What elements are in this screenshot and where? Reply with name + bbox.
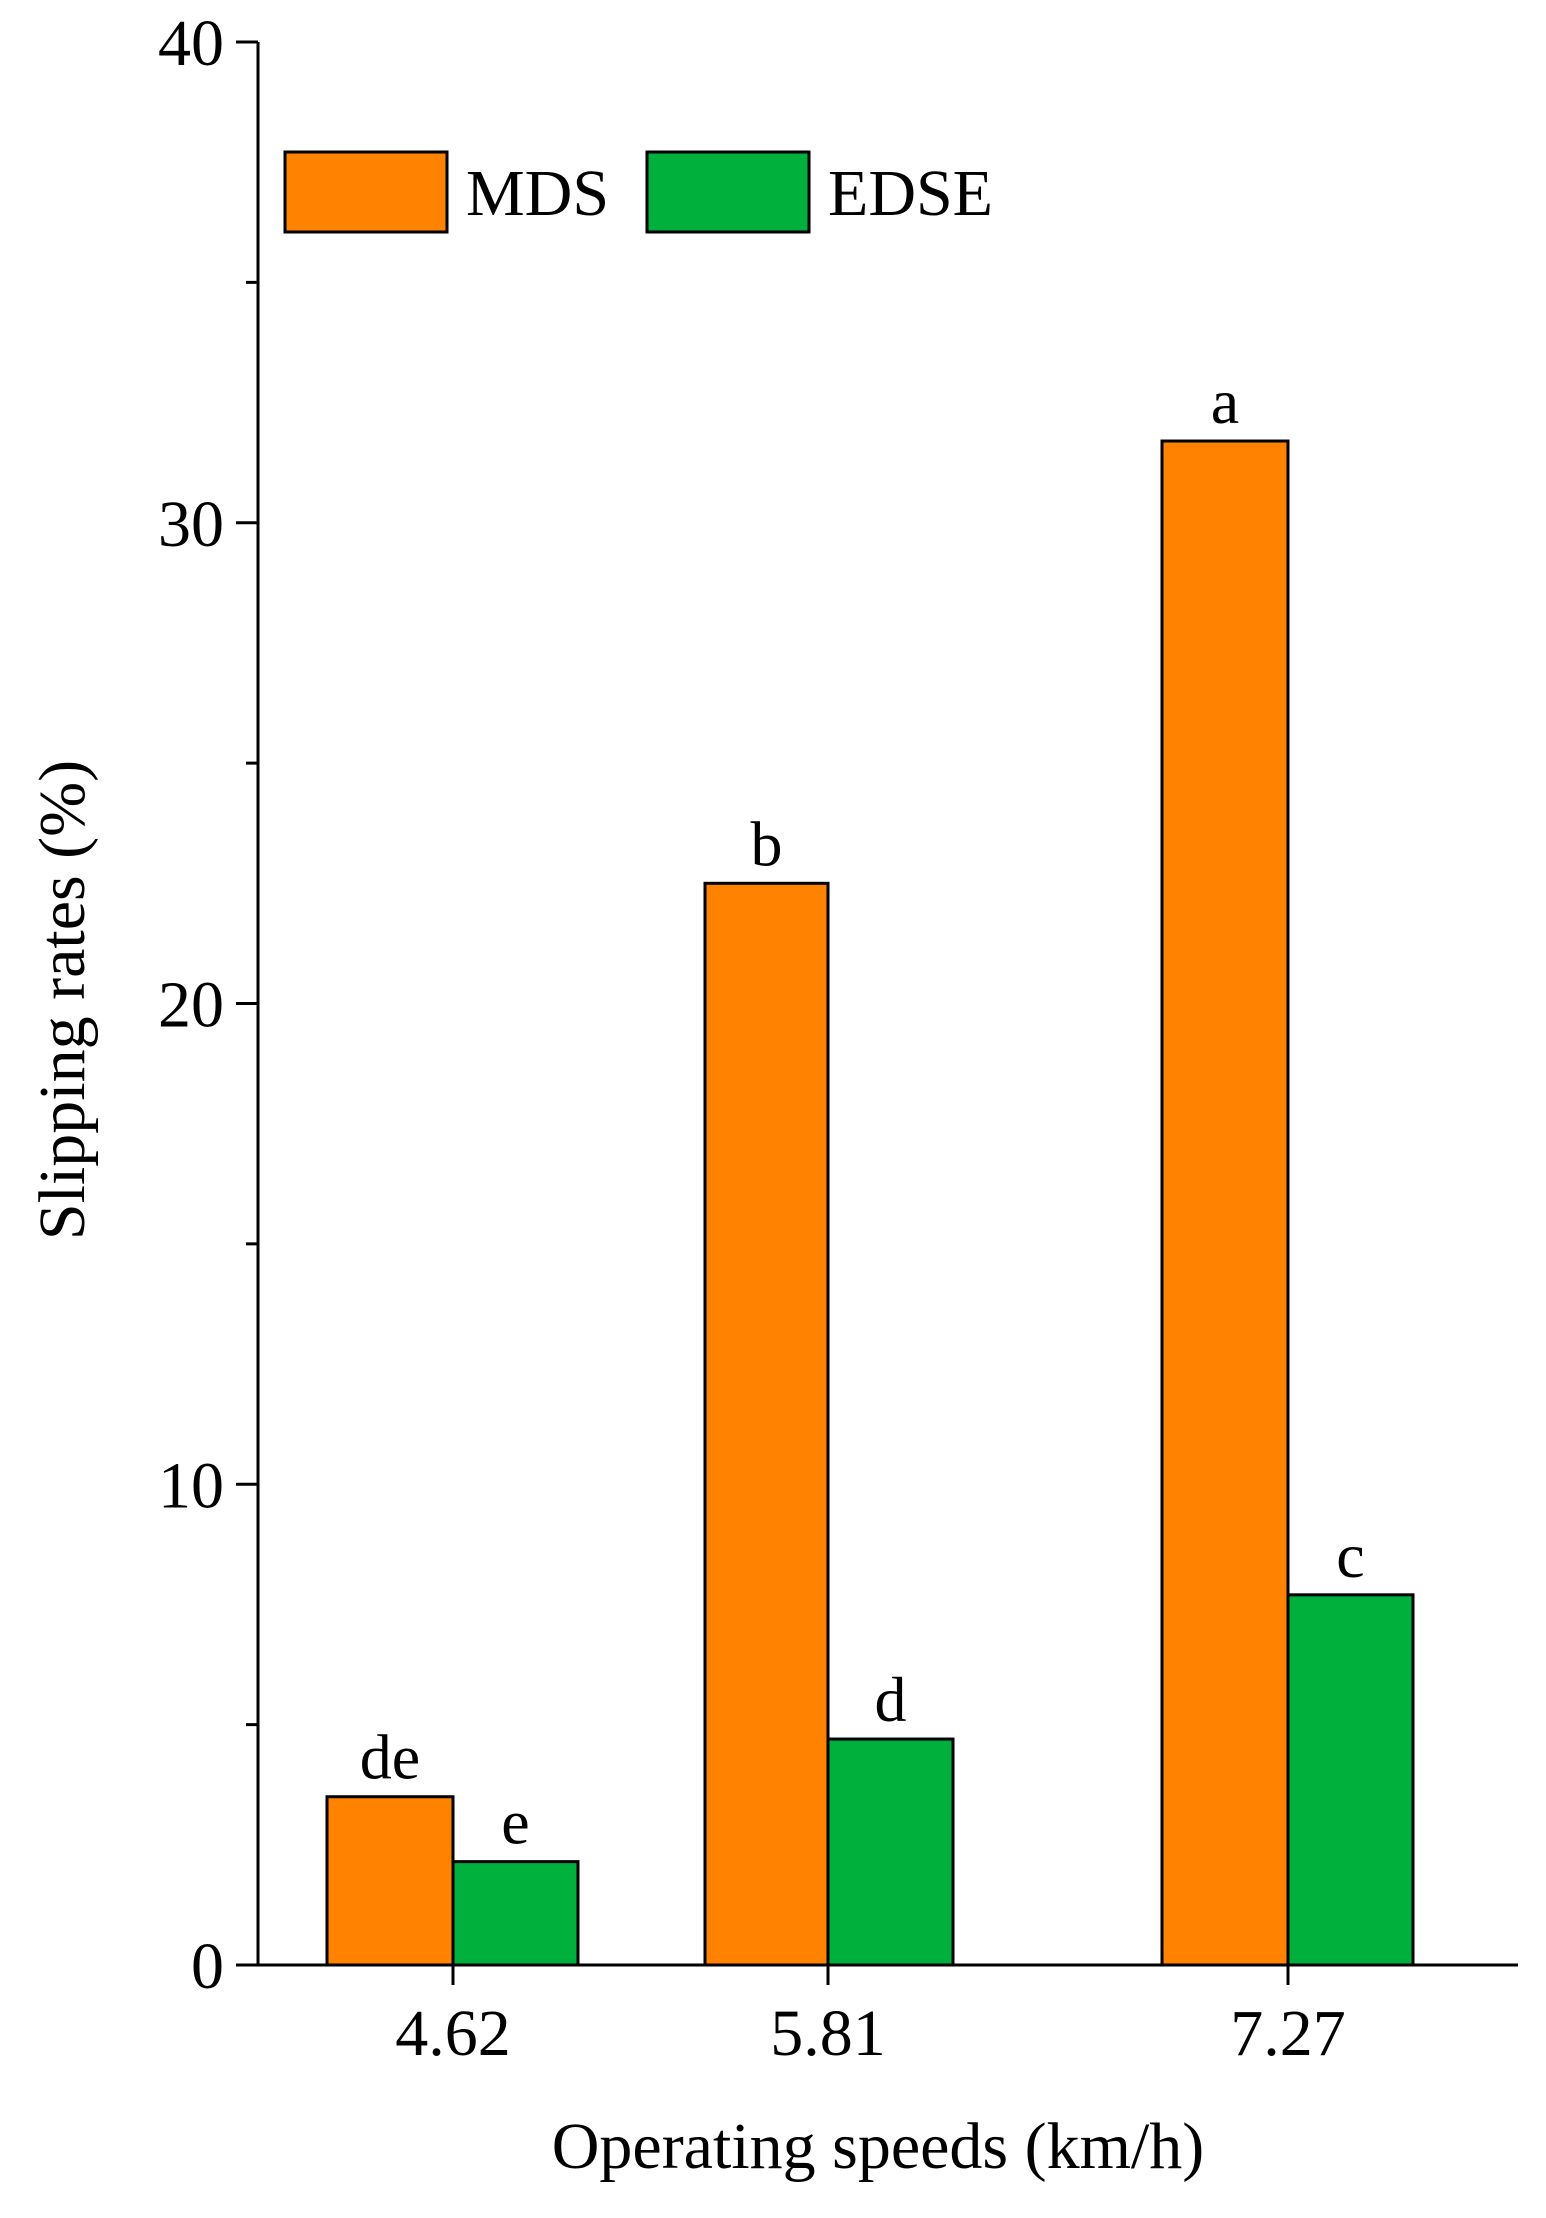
- significance-letters: de e b d a c: [360, 366, 1365, 1858]
- legend-label-edse: EDSE: [828, 157, 993, 230]
- x-tick-label: 7.27: [1230, 1997, 1346, 2070]
- bar-letter-mds-4.62: de: [360, 1722, 420, 1793]
- bar-letter-edse-7.27: c: [1336, 1520, 1364, 1591]
- bars-group: [325, 439, 1415, 1967]
- legend-swatch-edse: [645, 150, 811, 234]
- y-axis-title: Slipping rates (%): [26, 760, 99, 1240]
- x-tick-label: 5.81: [770, 1997, 886, 2070]
- legend-swatch-mds: [283, 150, 449, 234]
- legend: MDS EDSE: [283, 150, 993, 234]
- bar-edse-7.27: [1286, 1593, 1415, 1967]
- y-tick-label: 0: [191, 1930, 224, 2003]
- axes-group: 0 10 20 30 40 4.62 5.81 7.27: [158, 7, 1518, 2070]
- x-tick-label: 4.62: [395, 1997, 511, 2070]
- bar-mds-5.81: [703, 881, 830, 1967]
- y-tick-label: 10: [158, 1449, 224, 1522]
- x-axis-title: Operating speeds (km/h): [552, 2110, 1205, 2183]
- y-tick-label: 30: [158, 488, 224, 561]
- bar-letter-mds-7.27: a: [1211, 366, 1239, 437]
- bar-mds-4.62: [325, 1795, 455, 1967]
- legend-label-mds: MDS: [466, 157, 609, 230]
- bar-letter-edse-4.62: e: [501, 1787, 529, 1858]
- y-tick-label: 20: [158, 969, 224, 1042]
- bar-mds-7.27: [1160, 439, 1290, 1967]
- bar-letter-mds-5.81: b: [751, 808, 783, 879]
- y-tick-label: 40: [158, 7, 224, 80]
- bar-letter-edse-5.81: d: [875, 1664, 907, 1735]
- bar-edse-4.62: [451, 1860, 580, 1967]
- bar-edse-5.81: [826, 1737, 955, 1967]
